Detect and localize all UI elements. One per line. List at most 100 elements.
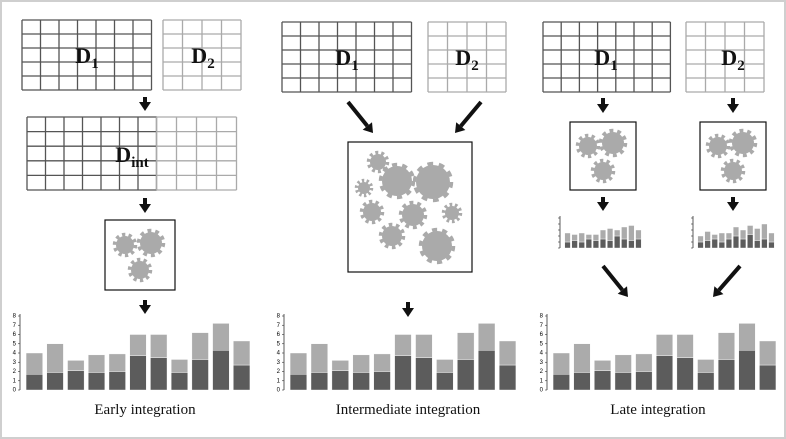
bar-segment — [572, 235, 578, 241]
bar-segment — [769, 242, 775, 248]
bar-segment — [171, 359, 188, 372]
bar-segment — [109, 372, 126, 391]
bar-segment — [290, 353, 307, 374]
bar-segment — [740, 239, 746, 248]
bar-segment — [290, 374, 307, 390]
bar-segment — [416, 358, 433, 390]
bar-segment — [594, 360, 611, 370]
bar-segment — [718, 359, 735, 390]
bar-segment — [593, 241, 599, 249]
bar-segment — [499, 341, 516, 365]
matrix-letter: D — [115, 142, 131, 167]
bar-segment — [26, 353, 43, 374]
bar-segment — [594, 371, 611, 390]
bar-segment — [698, 236, 704, 242]
matrix-subscript: 2 — [737, 58, 745, 74]
matrix-subscript: 1 — [91, 56, 99, 72]
bar-segment — [629, 226, 635, 241]
bar-segment — [88, 372, 105, 390]
bar-segment — [478, 350, 495, 390]
bar-segment — [499, 365, 516, 390]
bar-segment — [726, 239, 732, 248]
bar-segment — [677, 335, 694, 358]
matrix-letter: D — [75, 43, 91, 68]
bar-segment — [353, 372, 370, 390]
bar-segment — [374, 354, 391, 372]
bar-segment — [416, 335, 433, 358]
bar-segment — [719, 233, 725, 242]
bar-segment — [769, 233, 775, 242]
bar-segment — [171, 372, 188, 390]
matrix-subscript: 2 — [471, 58, 479, 74]
bar-segment — [607, 241, 613, 249]
bar-segment — [68, 371, 85, 390]
bar-segment — [579, 242, 585, 248]
bar-segment — [759, 365, 776, 390]
bar-segment — [332, 371, 349, 390]
caption: Intermediate integration — [336, 402, 481, 418]
bar-segment — [739, 350, 756, 390]
bar-segment — [565, 233, 571, 242]
bar-segment — [457, 359, 474, 390]
bar-segment — [572, 241, 578, 249]
matrix-letter: D — [191, 43, 207, 68]
bar-segment — [636, 239, 642, 248]
bar-segment — [759, 341, 776, 365]
bar-segment — [233, 341, 250, 365]
bar-segment — [395, 335, 412, 356]
bar-segment — [593, 235, 599, 241]
bar-segment — [213, 350, 230, 390]
bar-segment — [739, 323, 756, 350]
bar-segment — [705, 232, 711, 241]
bar-segment — [607, 229, 613, 241]
bar-segment — [712, 235, 718, 240]
bar-segment — [636, 372, 653, 391]
bar-segment — [733, 227, 739, 236]
bar-segment — [698, 242, 704, 248]
bar-segment — [553, 353, 570, 374]
bar-segment — [579, 233, 585, 242]
diagram: D1D2Dint012345678Early integrationD1D201… — [0, 0, 786, 439]
bar-segment — [553, 374, 570, 390]
bar-segment — [574, 372, 591, 390]
bar-segment — [656, 335, 673, 356]
bar-segment — [698, 359, 715, 372]
bar-segment — [47, 344, 64, 373]
bar-segment — [478, 323, 495, 350]
matrix-letter: D — [721, 45, 737, 70]
bar-segment — [677, 358, 694, 390]
bar-segment — [213, 323, 230, 350]
bar-segment — [636, 230, 642, 239]
bar-segment — [565, 242, 571, 248]
bar-segment — [621, 227, 627, 239]
bar-segment — [754, 229, 760, 241]
bar-segment — [719, 242, 725, 248]
bar-segment — [233, 365, 250, 390]
bar-segment — [150, 335, 167, 358]
bar-segment — [698, 372, 715, 390]
bar-segment — [332, 360, 349, 370]
bar-segment — [636, 354, 653, 372]
bar-segment — [68, 360, 85, 370]
caption: Early integration — [94, 402, 196, 418]
bar-segment — [656, 356, 673, 390]
bar-segment — [47, 372, 64, 390]
bar-segment — [311, 344, 328, 373]
matrix-subscript: 1 — [351, 58, 359, 74]
bar-segment — [150, 358, 167, 390]
bar-segment — [88, 355, 105, 373]
bar-segment — [600, 230, 606, 239]
bar-segment — [600, 239, 606, 248]
bar-segment — [615, 355, 632, 373]
bar-segment — [747, 226, 753, 235]
matrix-subscript: int — [131, 155, 149, 171]
bar-segment — [130, 335, 147, 356]
bar-segment — [718, 333, 735, 360]
bar-segment — [457, 333, 474, 360]
bar-segment — [740, 230, 746, 239]
bar-segment — [705, 241, 711, 249]
bar-segment — [26, 374, 43, 390]
bar-segment — [726, 233, 732, 239]
caption: Late integration — [610, 402, 706, 418]
bar-segment — [586, 239, 592, 248]
